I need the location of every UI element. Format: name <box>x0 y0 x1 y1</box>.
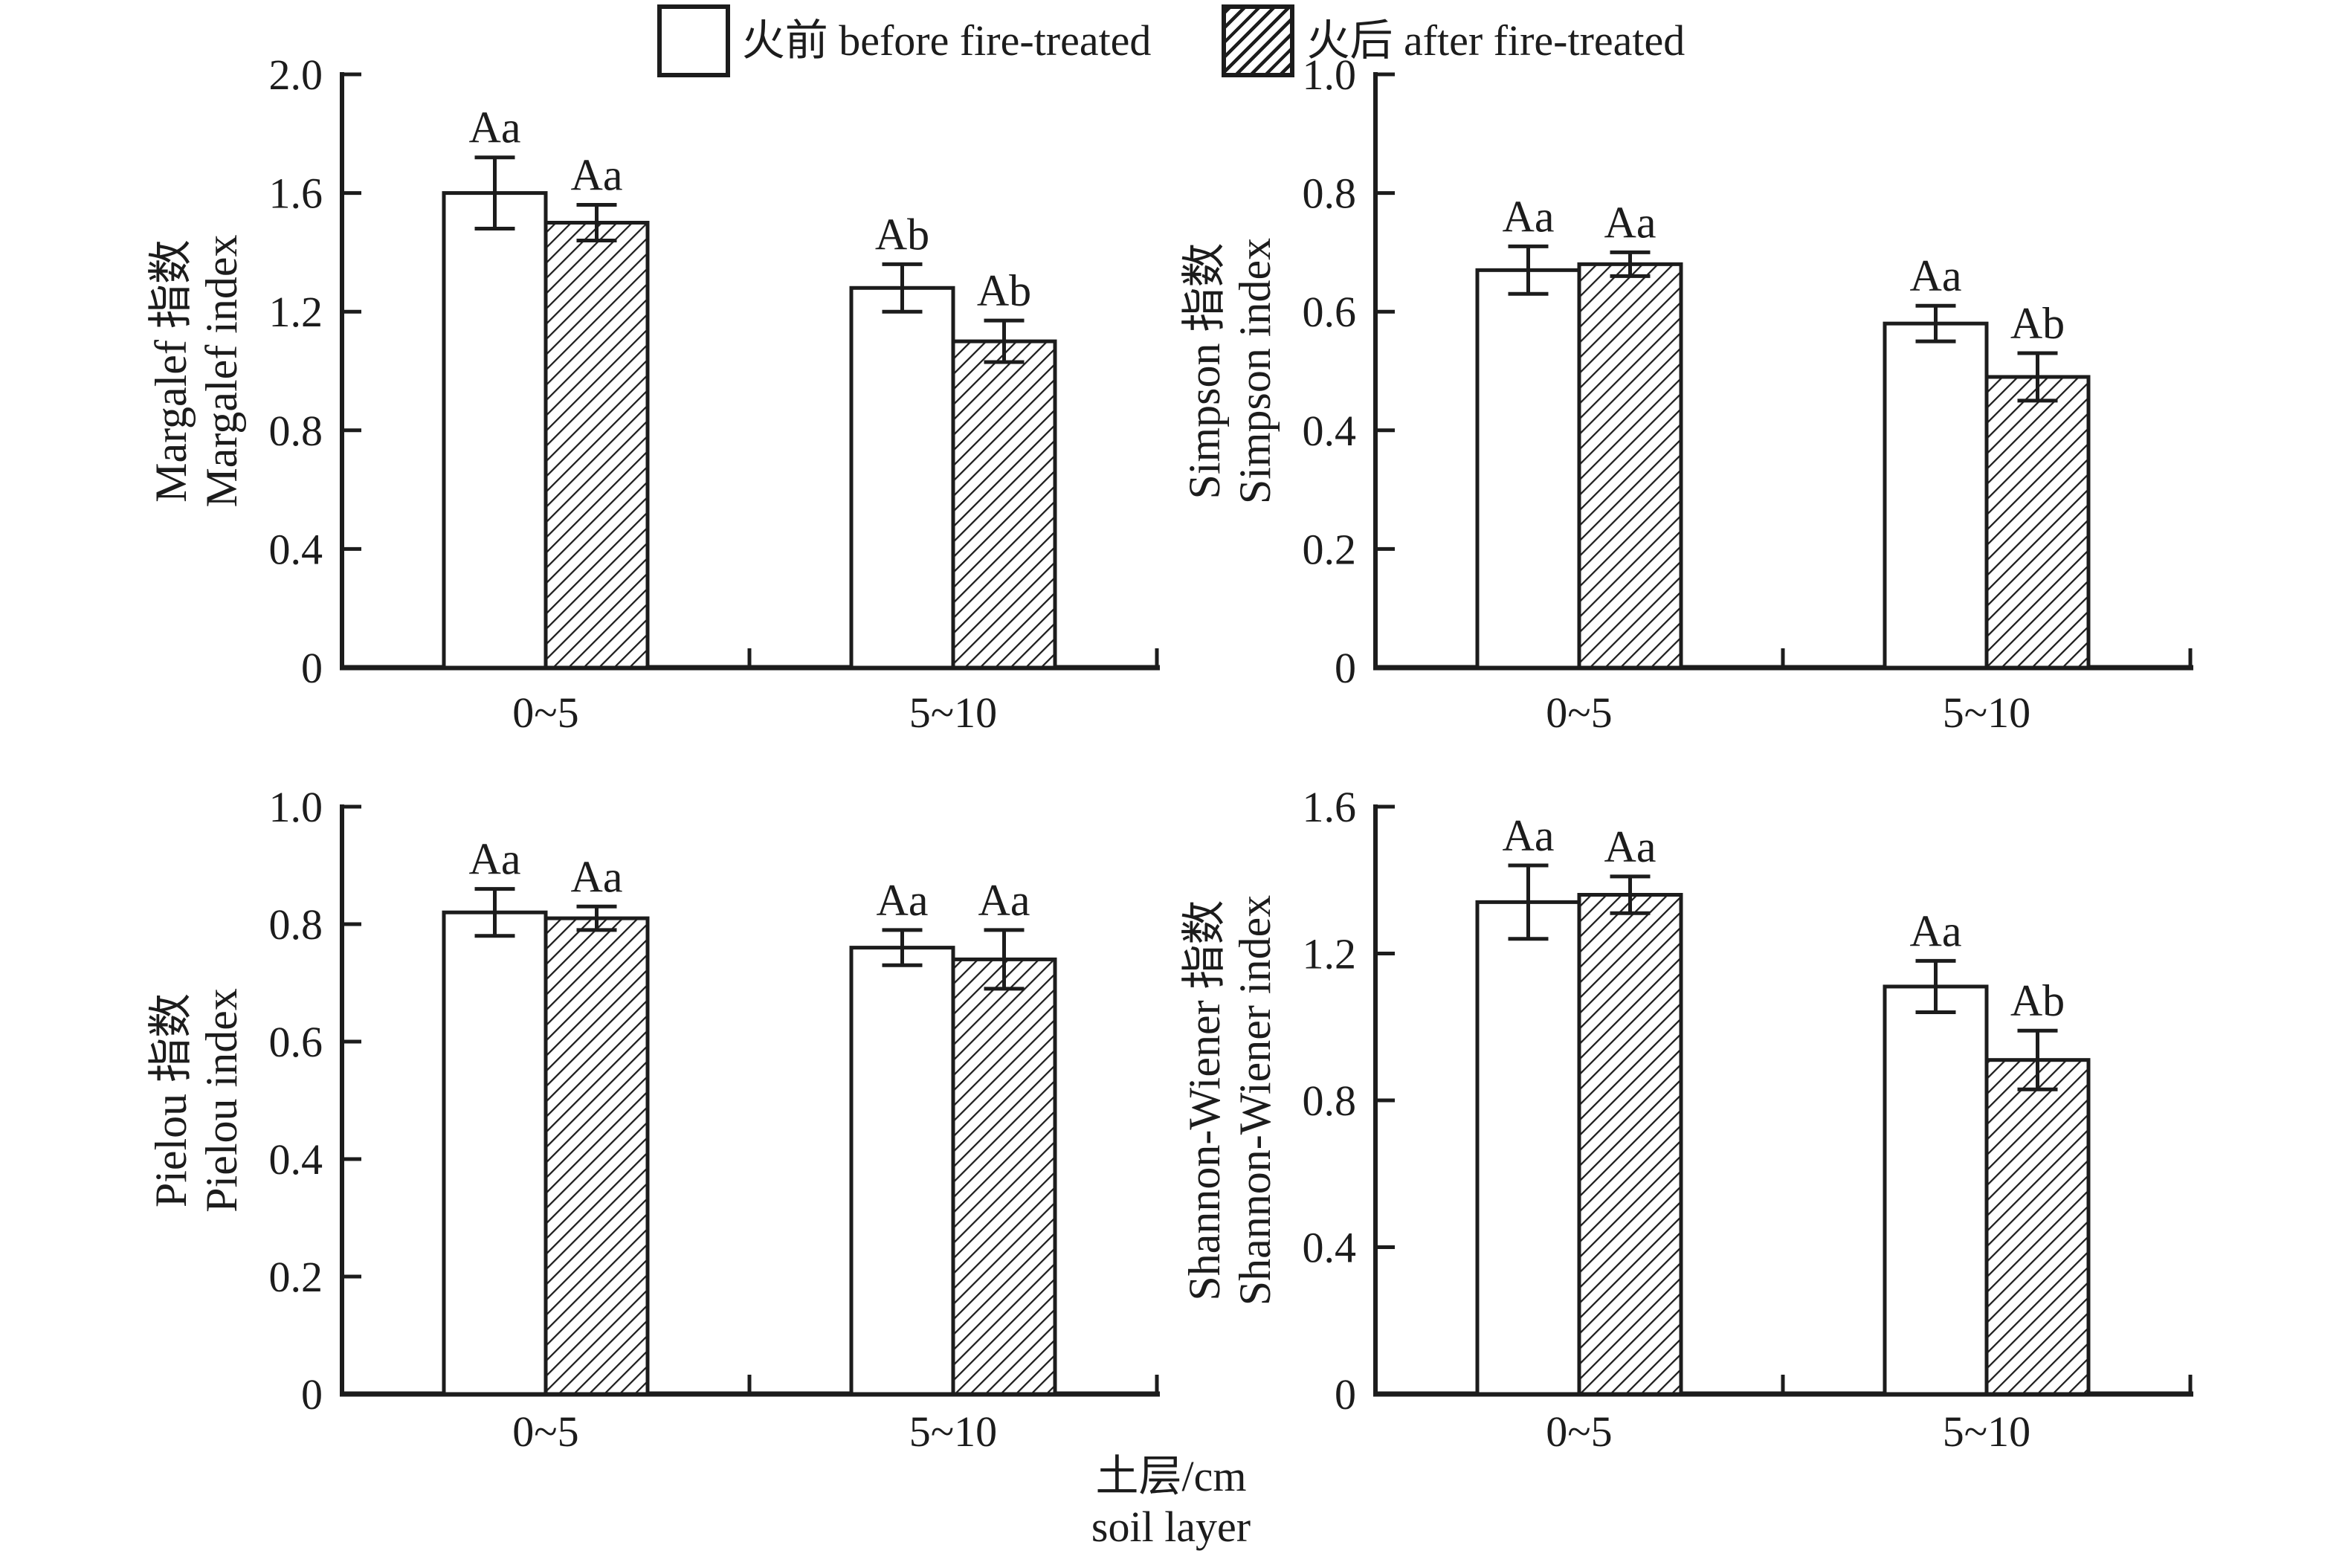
x-axis-label-en: soil layer <box>1091 1503 1251 1551</box>
x-category-label: 5~10 <box>1943 688 2030 737</box>
y-tick-label: 1.6 <box>1303 783 1357 831</box>
bar-shannon-wiener-index-0~5-after <box>1577 893 1683 1396</box>
sig-label: Aa <box>469 835 521 884</box>
y-tick-label: 1.6 <box>269 170 323 218</box>
y-axis-title-cn: Pielou 指数 <box>146 993 196 1207</box>
sig-label: Aa <box>1910 906 1962 955</box>
sig-label: Ab <box>2010 299 2065 348</box>
chart-shannon-wiener-index: 0 0.4 0.8 1.2 1.6 Aa Aa 0~5 Aa Ab 5~10 Shannon-Wien… <box>1180 783 2193 1456</box>
y-tick-label: 0.4 <box>1303 1224 1357 1272</box>
bar-margalef-index-5~10-after <box>951 339 1057 670</box>
bar-pielou-index-0~5-before <box>442 910 548 1396</box>
y-tick-label: 2.0 <box>269 51 323 99</box>
chart-pielou-index: 0 0.2 0.4 0.6 0.8 1.0 Aa Aa 0~5 Aa Aa 5~10 Pielou 指数… <box>146 783 1160 1456</box>
y-axis-title-en: Margalef index <box>197 234 246 507</box>
bar-margalef-index-0~5-after <box>543 221 650 670</box>
y-tick-label: 0.6 <box>1303 288 1357 336</box>
bar-pielou-index-5~10-after <box>951 957 1057 1396</box>
y-axis-title-cn: Simpson 指数 <box>1180 242 1229 499</box>
sig-label: Aa <box>1503 192 1555 241</box>
sig-label: Ab <box>875 210 929 259</box>
y-axis-title-cn: Margalef 指数 <box>146 239 196 503</box>
sig-label: Aa <box>469 103 521 152</box>
y-tick-label: 1.2 <box>269 288 323 336</box>
sig-label: Aa <box>877 876 929 925</box>
bar-shannon-wiener-index-5~10-before <box>1883 984 1989 1396</box>
y-tick-label: 0.4 <box>1303 407 1357 455</box>
y-tick-label: 0.2 <box>1303 525 1357 573</box>
y-axis-title-en: Shannon-Wiener index <box>1230 895 1280 1306</box>
y-tick-label: 0 <box>1335 644 1356 692</box>
sig-label: Aa <box>978 876 1030 925</box>
bar-simpson-index-0~5-before <box>1475 268 1581 670</box>
x-category-label: 0~5 <box>512 1407 578 1456</box>
x-category-label: 0~5 <box>512 688 578 737</box>
legend-swatch-hatched-icon <box>1222 4 1295 77</box>
bar-margalef-index-5~10-before <box>849 285 955 670</box>
sig-label: Ab <box>977 266 1031 315</box>
legend-swatch-plain-icon <box>657 4 730 77</box>
bar-shannon-wiener-index-0~5-before <box>1475 900 1581 1396</box>
bar-pielou-index-0~5-after <box>543 916 650 1396</box>
y-tick-label: 0.6 <box>269 1018 323 1066</box>
y-tick-label: 0 <box>1335 1370 1356 1419</box>
sig-label: Aa <box>1604 822 1657 871</box>
y-tick-label: 0.8 <box>269 407 323 455</box>
chart-margalef-index: 0 0.4 0.8 1.2 1.6 2.0 Aa Aa 0~5 Ab Ab 5~10 Margalef … <box>146 51 1160 737</box>
y-tick-label: 0.8 <box>269 900 323 949</box>
legend-item-after-fire: 火后 after fire-treated <box>1222 4 1685 77</box>
x-category-label: 5~10 <box>909 1407 997 1456</box>
x-axis-label-cn: 土层/cm <box>1095 1452 1247 1500</box>
legend-label-after-fire: 火后 after fire-treated <box>1306 16 1685 65</box>
bar-pielou-index-5~10-before <box>849 946 955 1396</box>
x-axis-label: 土层/cm soil layer <box>0 1451 2342 1552</box>
bar-simpson-index-5~10-before <box>1883 321 1989 670</box>
y-tick-label: 0 <box>301 644 323 692</box>
sig-label: Aa <box>571 151 623 200</box>
y-tick-label: 0.4 <box>269 525 323 573</box>
y-tick-label: 0.4 <box>269 1135 323 1184</box>
bar-shannon-wiener-index-5~10-after <box>1984 1058 2091 1396</box>
x-category-label: 0~5 <box>1546 688 1612 737</box>
bar-simpson-index-0~5-after <box>1577 262 1683 670</box>
chart-simpson-index: 0 0.2 0.4 0.6 0.8 1.0 Aa Aa 0~5 Aa Ab 5~10 Simpson 指… <box>1180 51 2193 737</box>
sig-label: Aa <box>1910 251 1962 300</box>
y-tick-label: 1.2 <box>1303 930 1357 978</box>
y-tick-label: 0.8 <box>1303 170 1357 218</box>
x-category-label: 5~10 <box>909 688 997 737</box>
y-axis-title-cn: Shannon-Wiener 指数 <box>1180 900 1229 1300</box>
x-category-label: 0~5 <box>1546 1407 1612 1456</box>
sig-label: Aa <box>571 852 623 901</box>
y-tick-label: 0 <box>301 1370 323 1419</box>
legend-item-before-fire: 火前 before fire-treated <box>657 4 1152 77</box>
legend-label-before-fire: 火前 before fire-treated <box>741 16 1152 65</box>
y-axis-title-en: Pielou index <box>197 988 246 1213</box>
y-tick-label: 1.0 <box>269 783 323 831</box>
bar-simpson-index-5~10-after <box>1984 375 2091 670</box>
bar-margalef-index-0~5-before <box>442 191 548 670</box>
y-tick-label: 0.8 <box>1303 1077 1357 1125</box>
sig-label: Ab <box>2010 976 2065 1025</box>
y-tick-label: 0.2 <box>269 1253 323 1301</box>
sig-label: Aa <box>1503 811 1555 860</box>
legend: 火前 before fire-treated 火后 after fire-tre… <box>0 0 2342 82</box>
x-category-label: 5~10 <box>1943 1407 2030 1456</box>
y-axis-title-en: Simpson index <box>1230 238 1280 504</box>
sig-label: Aa <box>1604 198 1657 247</box>
y-tick-label: 1.0 <box>1303 51 1357 99</box>
